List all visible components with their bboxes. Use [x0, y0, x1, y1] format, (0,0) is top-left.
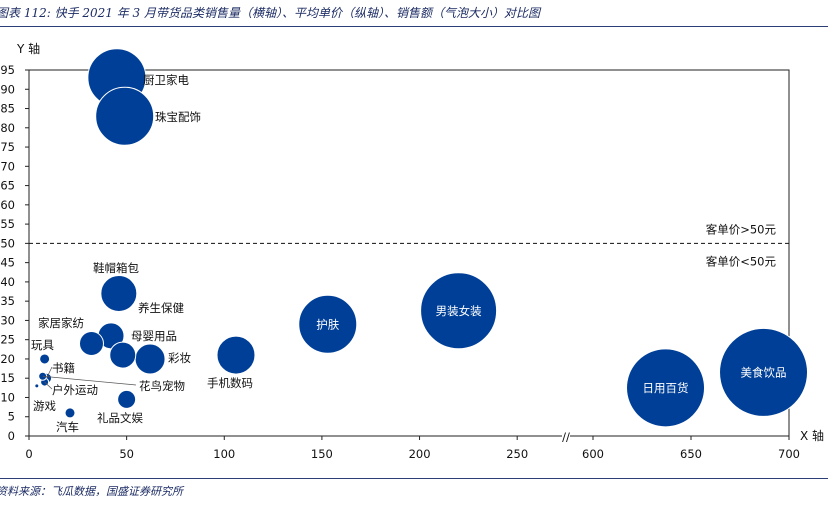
y-axis-title: Y 轴: [16, 41, 40, 56]
x-tick-label: 150: [311, 447, 333, 461]
source-divider: [0, 478, 828, 479]
x-axis-break: //: [562, 430, 570, 444]
bubble-label: 男装女装: [436, 304, 482, 318]
x-tick-label: 100: [213, 447, 235, 461]
bubble-label: 手机数码: [207, 376, 253, 390]
bubble-label: 彩妆: [168, 351, 191, 365]
bubble-label: 汽车: [56, 420, 79, 434]
reference-label-below: 客单价<50元: [706, 254, 777, 268]
x-tick-label: 250: [506, 447, 528, 461]
leader-书籍: [46, 366, 53, 379]
axis-break-gap: [562, 430, 570, 442]
bubble-玩具: [39, 353, 51, 365]
bubble-label: 养生保健: [138, 301, 184, 315]
y-tick-label: 20: [0, 352, 15, 366]
leader-户外运动: [44, 381, 53, 390]
bubble-label: 护肤: [316, 317, 339, 331]
bubble-家居家纺: [78, 331, 104, 357]
plot-frame: [28, 69, 790, 437]
x-tick-label: 0: [25, 447, 32, 461]
y-tick-label: 95: [0, 63, 15, 77]
bubble-汽车: [64, 407, 76, 419]
y-tick-label: 55: [0, 217, 15, 231]
bubble-label: 礼品文娱: [97, 411, 143, 425]
y-tick-label: 25: [0, 333, 15, 347]
y-tick-label: 35: [0, 294, 15, 308]
y-tick-label: 0: [8, 429, 15, 443]
bubble-母婴用品: [109, 341, 137, 369]
y-tick-label: 30: [0, 313, 15, 327]
y-tick-label: 65: [0, 179, 15, 193]
bubble-label: 美食饮品: [741, 365, 787, 379]
bubble-label: 花鸟宠物: [139, 379, 185, 393]
bubble-鞋帽箱包: [100, 274, 138, 312]
y-tick-label: 60: [0, 198, 15, 212]
y-tick-label: 75: [0, 140, 15, 154]
y-tick-label: 85: [0, 102, 15, 116]
bubble-label: 厨卫家电: [143, 73, 189, 87]
bubble-日用百货: [626, 348, 706, 428]
y-tick-label: 40: [0, 275, 15, 289]
y-tick-label: 70: [0, 159, 15, 173]
title-bar: 图表 112: 快手 2021 年 3 月带货品类销售量（横轴）、平均单价（纵轴…: [0, 0, 828, 27]
y-tick-label: 5: [8, 410, 15, 424]
chart-source: 资料来源：飞瓜数据，国盛证券研究所: [0, 485, 183, 498]
y-tick-label: 80: [0, 121, 15, 135]
bubble-彩妆: [134, 343, 166, 375]
x-tick-label: 50: [119, 447, 134, 461]
x-tick-label: 200: [409, 447, 431, 461]
bubble-珠宝配饰: [95, 86, 155, 146]
y-tick-label: 90: [0, 82, 15, 96]
bubble-手机数码: [216, 335, 256, 375]
y-tick-label: 45: [0, 256, 15, 270]
y-tick-label: 15: [0, 371, 15, 385]
bubble-label: 书籍: [52, 361, 75, 375]
chart-title: 图表 112: 快手 2021 年 3 月带货品类销售量（横轴）、平均单价（纵轴…: [0, 6, 541, 20]
x-tick-label: 650: [680, 447, 702, 461]
x-tick-label: 700: [778, 447, 800, 461]
bubble-label: 户外运动: [52, 383, 98, 397]
bubble-label: 家居家纺: [38, 316, 84, 330]
y-tick-label: 50: [0, 236, 15, 250]
bubble-护肤: [298, 294, 358, 354]
bubble-男装女装: [420, 272, 498, 350]
bubble-游戏: [34, 383, 40, 389]
bubble-礼品文娱: [117, 389, 137, 409]
y-tick-label: 10: [0, 390, 15, 404]
bubble-label: 游戏: [33, 399, 56, 413]
bubble-label: 鞋帽箱包: [93, 261, 139, 275]
bubble-美食饮品: [719, 327, 809, 417]
x-axis-title: X 轴: [800, 428, 824, 443]
reference-label-above: 客单价>50元: [706, 222, 777, 236]
leader-花鸟宠物: [42, 375, 137, 386]
bubble-label: 珠宝配饰: [155, 110, 201, 124]
bubble-label: 母婴用品: [131, 329, 177, 343]
bubble-label: 玩具: [31, 338, 54, 352]
bubble-label: 日用百货: [643, 381, 689, 395]
x-tick-label: 600: [582, 447, 604, 461]
